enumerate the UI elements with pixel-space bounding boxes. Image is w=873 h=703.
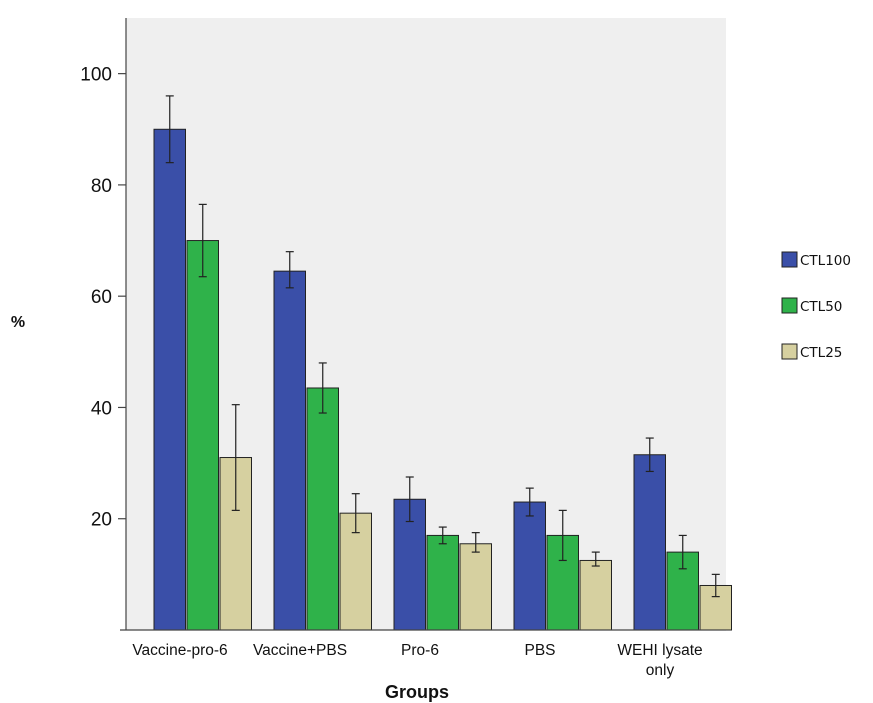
bar-ctl25 — [579, 559, 612, 631]
bar-ctl50 — [426, 534, 459, 631]
x-category-label: Vaccine-pro-6 — [132, 642, 227, 659]
y-tick-label: 80 — [91, 176, 112, 197]
x-category-label: WEHI lysate — [617, 642, 702, 659]
bar-ctl100 — [153, 128, 186, 631]
x-category-label: Vaccine+PBS — [253, 642, 347, 659]
legend-label: CTL50 — [800, 299, 842, 315]
bar-ctl50 — [186, 240, 219, 631]
bar-ctl25 — [459, 543, 492, 631]
x-axis-label: Groups — [385, 682, 449, 702]
legend-label: CTL25 — [800, 345, 842, 361]
y-axis-label: % — [11, 314, 25, 331]
error-bars-layer — [165, 95, 720, 598]
bars-layer — [153, 128, 732, 631]
legend: CTL100 CTL50 CTL25 — [781, 251, 851, 361]
y-ticks-layer: 20 40 60 80 100 — [80, 65, 126, 531]
bar-ctl50 — [306, 387, 339, 631]
y-tick-label: 100 — [80, 65, 112, 86]
y-tick-label: 40 — [91, 398, 112, 419]
y-tick-label: 60 — [91, 287, 112, 308]
x-category-label: Pro-6 — [401, 642, 439, 659]
y-tick-label: 20 — [91, 510, 112, 531]
x-category-label: only — [646, 662, 675, 679]
legend-swatch-ctl25 — [781, 343, 798, 360]
bar-ctl100 — [513, 501, 546, 631]
bar-ctl100 — [273, 270, 306, 631]
x-category-label: PBS — [524, 642, 555, 659]
bar-ctl100 — [633, 454, 666, 631]
legend-label: CTL100 — [800, 253, 851, 269]
legend-swatch-ctl100 — [781, 251, 798, 268]
legend-swatch-ctl50 — [781, 297, 798, 314]
x-categories-layer: Vaccine-pro-6 Vaccine+PBS Pro-6 PBS WEHI lys… — [132, 642, 702, 679]
